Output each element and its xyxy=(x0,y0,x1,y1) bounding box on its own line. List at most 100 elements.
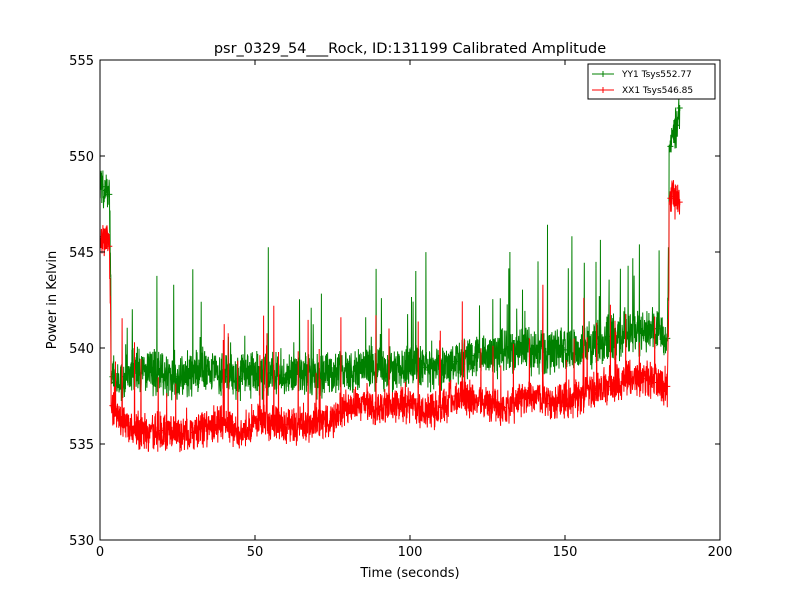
data-point-marker xyxy=(624,375,630,382)
data-point-marker xyxy=(121,373,128,380)
legend: YY1 Tsys552.77 XX1 Tsys546.85 xyxy=(587,63,716,100)
data-point-marker xyxy=(407,402,413,409)
data-point-marker xyxy=(664,335,671,342)
data-point-marker xyxy=(298,368,305,375)
data-point-marker xyxy=(515,398,522,405)
legend-label-xx1: XX1 Tsys546.85 xyxy=(622,86,693,96)
data-point-marker xyxy=(283,371,289,378)
data-point-marker xyxy=(453,358,460,365)
data-point-marker xyxy=(205,423,212,430)
data-point-marker xyxy=(360,364,367,371)
data-point-marker xyxy=(298,423,305,430)
x-tick-label: 0 xyxy=(96,545,104,560)
data-point-marker xyxy=(391,402,398,409)
data-point-marker xyxy=(670,193,677,200)
data-point-marker xyxy=(100,237,107,244)
data-point-marker xyxy=(267,369,274,376)
data-point-marker xyxy=(484,354,491,361)
y-tick-label: 530 xyxy=(69,534,94,549)
data-point-marker xyxy=(283,421,289,428)
data-point-marker xyxy=(655,325,661,332)
data-point-marker xyxy=(103,233,110,240)
data-point-marker xyxy=(106,191,113,198)
data-point-marker xyxy=(360,398,367,405)
data-point-marker xyxy=(109,373,116,380)
data-point-marker xyxy=(676,105,683,111)
data-point-marker xyxy=(112,410,119,417)
data-point-marker xyxy=(103,187,110,194)
data-point-marker xyxy=(236,431,243,438)
data-point-marker xyxy=(128,368,134,375)
data-point-marker xyxy=(484,400,491,407)
data-point-marker xyxy=(667,195,674,202)
data-point-marker xyxy=(252,417,258,424)
data-point-marker xyxy=(100,233,103,240)
data-point-marker xyxy=(143,366,150,373)
data-point-marker xyxy=(190,429,196,436)
legend-label-yy1: YY1 Tsys552.77 xyxy=(621,70,692,80)
data-point-marker xyxy=(593,385,599,392)
data-point-marker xyxy=(121,421,128,428)
data-point-marker xyxy=(329,371,336,378)
data-point-marker xyxy=(624,331,630,338)
x-tick-label: 100 xyxy=(398,545,423,560)
data-point-marker xyxy=(655,379,661,386)
data-point-marker xyxy=(639,375,646,382)
data-point-marker xyxy=(376,364,382,371)
data-point-marker xyxy=(639,329,646,336)
data-point-marker xyxy=(422,410,429,417)
y-tick-label: 535 xyxy=(69,438,94,453)
data-point-marker xyxy=(500,404,506,411)
data-point-marker xyxy=(100,183,107,190)
data-point-marker xyxy=(515,346,522,353)
data-point-marker xyxy=(546,400,553,407)
data-point-marker xyxy=(593,341,599,348)
y-tick-label: 555 xyxy=(69,54,94,69)
data-point-marker xyxy=(500,348,506,355)
x-tick-label: 150 xyxy=(553,545,578,560)
data-point-marker xyxy=(159,427,165,434)
series-line-xx1 xyxy=(100,180,681,453)
data-point-marker xyxy=(469,396,475,403)
data-point-marker xyxy=(252,371,258,378)
data-point-marker xyxy=(562,396,568,403)
data-point-marker xyxy=(577,345,584,351)
data-point-marker xyxy=(469,352,475,359)
data-point-marker xyxy=(546,348,553,355)
data-point-marker xyxy=(531,348,537,355)
data-point-marker xyxy=(109,402,116,409)
data-point-marker xyxy=(221,419,227,426)
data-point-marker xyxy=(664,383,671,390)
data-point-marker xyxy=(174,431,181,438)
chart-title: psr_0329_54___Rock, ID:131199 Calibrated… xyxy=(214,41,606,57)
plot-frame xyxy=(99,59,721,541)
data-point-marker xyxy=(391,368,398,375)
y-tick-label: 545 xyxy=(69,246,94,261)
data-point-marker xyxy=(190,369,196,376)
data-point-marker xyxy=(159,371,165,378)
data-point-marker xyxy=(205,368,212,375)
data-point-marker xyxy=(438,404,444,411)
data-point-marker xyxy=(345,368,351,375)
x-tick-label: 50 xyxy=(247,545,264,560)
chart-series-group xyxy=(100,99,683,453)
data-point-marker xyxy=(673,197,680,204)
data-point-marker xyxy=(438,366,444,373)
data-point-marker xyxy=(673,122,680,129)
x-axis-label: Time (seconds) xyxy=(359,566,459,581)
y-tick-label: 550 xyxy=(69,150,94,165)
data-point-marker xyxy=(670,133,677,140)
legend-marker-yy1 xyxy=(600,71,606,77)
data-point-marker xyxy=(608,383,615,390)
data-point-marker xyxy=(531,391,537,398)
legend-box xyxy=(587,63,716,100)
data-point-marker xyxy=(453,393,460,399)
y-axis-label: Power in Kelvin xyxy=(45,251,60,349)
data-point-marker xyxy=(174,373,181,380)
data-point-marker xyxy=(407,360,413,367)
data-point-marker xyxy=(329,416,336,423)
plot-area xyxy=(100,60,720,540)
legend-marker-xx1 xyxy=(600,87,606,93)
series-layer xyxy=(100,99,683,453)
